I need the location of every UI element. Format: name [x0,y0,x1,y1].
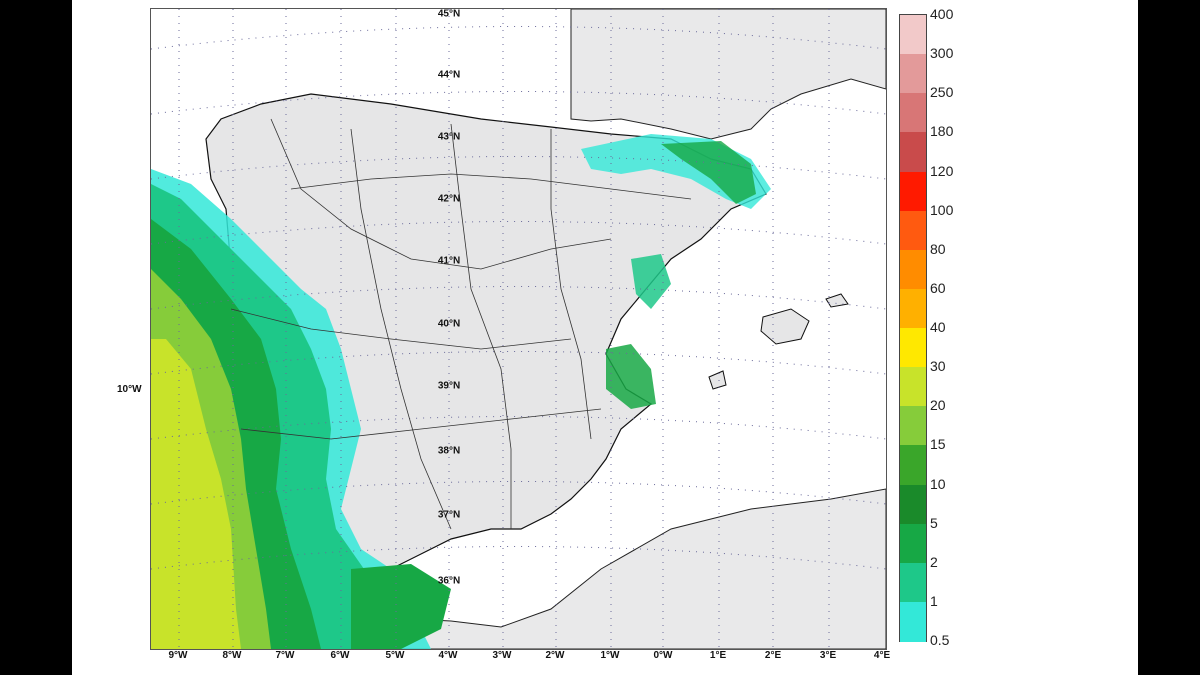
graticule [151,9,886,649]
colorbar-cell [900,288,926,329]
lat-label-39: 39°N [437,380,461,392]
lon-label-5w: 5°W [385,650,405,661]
colorbar-cell [900,171,926,212]
colorbar-label: 0.5 [930,632,950,648]
colorbar-cell [900,523,926,564]
precip-30mm [151,339,241,649]
province-borders [230,118,692,530]
colorbar-cell [900,132,926,172]
colorbar-cell [900,367,926,407]
lon-label-9w: 9°W [168,650,188,661]
colorbar-label: 2 [930,553,938,570]
colorbar-cell [900,249,926,290]
colorbar-label: 30 [930,358,946,375]
lon-label-6w: 6°W [330,650,350,661]
lat-label-43: 43°N [437,131,461,143]
lat-label-45: 45°N [437,8,461,20]
colorbar-label: 250 [930,84,954,101]
lon-label-3e: 3°E [819,650,837,661]
lon-label-4e: 4°E [873,650,891,661]
precip-strait [351,564,451,649]
map-canvas [151,9,886,649]
lat-label-42: 42°N [437,193,461,205]
colorbar-cell [900,484,926,525]
lon-label-1e: 1°E [709,650,727,661]
colorbar-label: 40 [930,319,946,335]
precip-pyrenees-5mm [661,141,756,204]
lat-label-44: 44°N [437,69,461,81]
colorbar-cell [900,601,926,642]
colorbar-label: 80 [930,240,946,257]
ibiza [708,370,727,390]
colorbar-cell [900,328,926,368]
lon-label-0w: 0°W [653,650,673,661]
lon-label-8w: 8°W [222,650,242,661]
colorbar-cell [900,15,926,55]
colorbar-label: 5 [930,514,938,531]
lat-label-38: 38°N [437,445,461,457]
colorbar-label: 15 [930,436,946,453]
colorbar-label: 400 [930,6,954,22]
colorbar-label: 120 [930,162,954,179]
colorbar-cell [900,54,926,94]
lat-label-41: 41°N [437,255,461,267]
colorbar-label: 180 [930,123,954,140]
lon-label-10w: 10°W [117,384,142,395]
colorbar-label: 10 [930,475,946,492]
colorbar-cell [900,445,926,485]
france-land [570,9,886,140]
lat-label-37: 37°N [437,509,461,521]
colorbar-cell [900,210,926,251]
precip-castellon [631,254,671,309]
lon-label-3w: 3°W [492,650,512,661]
lon-label-2w: 2°W [545,650,565,661]
lat-label-36: 36°N [437,575,461,587]
colorbar-cell [900,93,926,133]
colorbar-label: 20 [930,397,946,414]
colorbar-label: 300 [930,45,954,62]
colorbar-label: 1 [930,592,938,609]
lat-label-40: 40°N [437,318,461,330]
precip-valencia [606,344,656,409]
lon-label-2e: 2°E [764,650,782,661]
colorbar-label: 60 [930,279,946,296]
lon-label-4w: 4°W [438,650,458,661]
colorbar-cell [900,406,926,446]
precipitation-map: 45°N 44°N 43°N 42°N 41°N 40°N 39°N 38°N … [150,8,887,650]
precipitation-colorbar [899,14,927,642]
colorbar-cell [900,562,926,603]
lon-label-7w: 7°W [275,650,295,661]
colorbar-label: 100 [930,201,954,218]
lon-label-1w: 1°W [600,650,620,661]
